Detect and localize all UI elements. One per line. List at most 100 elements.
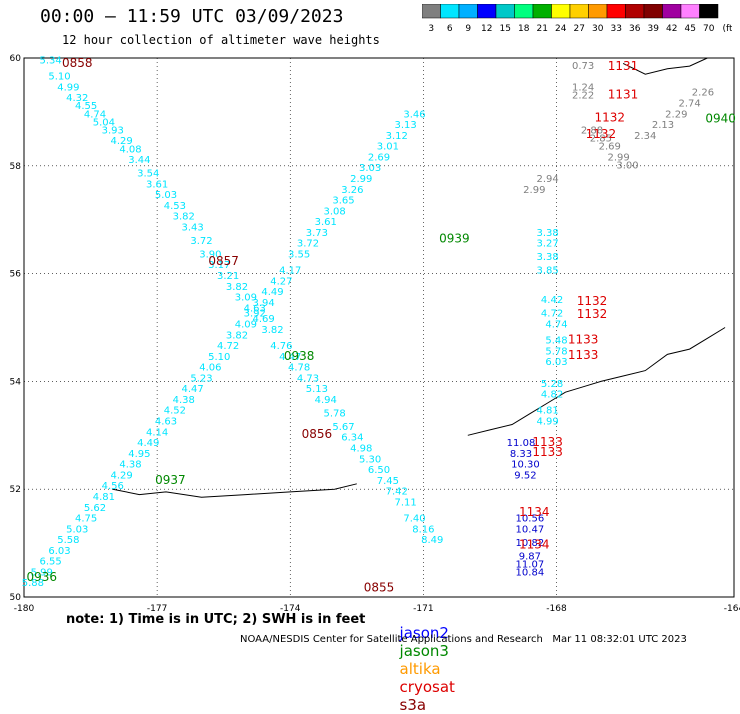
wave-height-label: 3.44 [128,155,150,166]
wave-height-label: 6.55 [39,557,61,568]
wave-height-label: 5.10 [208,352,230,363]
wave-height-label: 2.99 [350,174,372,185]
wave-height-label: 11.08 [507,438,536,449]
wave-height-label: 4.49 [261,287,283,298]
colorbar-label: 15 [500,24,511,34]
wave-height-label: 4.94 [315,395,337,406]
colorbar-label: (ft) [722,24,732,34]
coastline [467,327,726,436]
wave-height-label: 4.72 [217,341,239,352]
wave-height-label: 4.99 [536,417,558,428]
wave-height-label: 4.29 [110,470,132,481]
wave-height-label: 0.73 [572,61,594,72]
wave-height-label: 4.47 [279,352,301,363]
pass-time-label: 1131 [608,87,639,101]
wave-height-label: 2.99 [607,152,629,163]
wave-height-label: 3.43 [181,222,203,233]
wave-height-label: 3.82 [226,330,248,341]
wave-height-label: 3.92 [244,309,266,320]
wave-height-label: 5.78 [323,408,345,419]
wave-height-label: 4.78 [288,363,310,374]
wave-height-label: 4.56 [102,481,124,492]
chart-subtitle: 12 hour collection of altimeter wave hei… [62,33,380,47]
x-tick-label: -177 [147,604,167,614]
colorbar-swatch [699,4,719,19]
pass-time-label: 0857 [208,254,239,268]
wave-height-label: 4.72 [541,309,563,320]
legend: jason2 jason3 altika cryosat s3a [390,606,463,714]
pass-time-label: 0856 [302,427,333,441]
colorbar-label: 45 [685,24,696,34]
wave-height-label: 4.82 [541,390,563,401]
wave-height-label: 2.29 [665,109,687,120]
wave-height-label: 10.30 [511,460,540,471]
x-tick-label: -168 [546,604,567,614]
pass-time-label: 0937 [155,473,186,487]
wave-height-label: 2.85 [590,134,612,145]
wave-height-label: 8.33 [510,449,532,460]
wave-height-label: 3.38 [536,228,558,239]
footer-note: note: 1) Time is in UTC; 2) SWH is in fe… [66,612,366,627]
wave-height-label: 5.88 [22,578,44,589]
colorbar-label: 9 [465,24,471,34]
wave-height-label: 4.47 [181,384,203,395]
pass-time-label: 1133 [568,348,599,362]
colorbar-label: 42 [666,24,677,34]
wave-height-label: 9.52 [514,470,536,481]
colorbar-label: 21 [537,24,548,34]
wave-height-label: 3.73 [306,228,328,239]
wave-height-label: 3.72 [190,236,212,247]
wave-height-label: 4.42 [541,295,563,306]
wave-height-label: 6.03 [545,357,567,368]
y-tick-label: 58 [10,162,22,172]
wave-height-label: 3.61 [315,217,337,228]
wave-height-label: 7.40 [403,514,425,525]
wave-height-label: 7.42 [386,487,408,498]
wave-height-label: 4.52 [164,406,186,417]
wave-height-label: 1.24 [572,82,594,93]
coastline [112,483,357,498]
wave-height-label: 5.48 [545,336,567,347]
wave-height-label: 3.55 [288,249,310,260]
wave-height-label: 2.74 [678,99,700,110]
wave-height-label: 5.99 [31,567,53,578]
wave-height-label: 2.69 [599,142,621,153]
wave-height-label: 5.78 [545,346,567,357]
wave-height-label: 3.12 [386,131,408,142]
wave-height-label: 10.47 [516,524,545,535]
wave-height-label: 7.11 [394,497,416,508]
wave-height-label: 3.46 [403,109,425,120]
wave-height-label: 5.30 [359,454,381,465]
wave-height-label: 3.00 [616,160,638,171]
colorbar-label: 6 [447,24,453,34]
y-tick-label: 54 [10,377,22,387]
wave-height-label: 4.06 [199,363,221,374]
pass-time-label: 1132 [594,111,625,125]
colorbar-label: 27 [574,24,585,34]
wave-height-label: 4.27 [270,276,292,287]
wave-height-label: 4.75 [75,514,97,525]
wave-height-label: 2.69 [368,152,390,163]
y-tick-label: 52 [10,485,21,495]
wave-height-label: 5.03 [66,524,88,535]
wave-height-label: 4.99 [57,82,79,93]
pass-time-label: 0938 [284,349,315,363]
y-tick-label: 50 [10,593,22,603]
legend-jason2: jason2 [399,624,449,642]
wave-height-label: 4.29 [110,136,132,147]
x-tick-label: -174 [280,604,301,614]
pass-time-label: 1133 [568,333,599,347]
colorbar-label: 39 [648,24,660,34]
wave-height-label: 10.84 [516,567,545,578]
wave-height-label: 10.82 [516,538,545,549]
wave-height-label: 3.61 [146,179,168,190]
legend-cryosat: cryosat [399,678,455,696]
wave-height-label: 5.62 [84,503,106,514]
wave-height-label: 4.38 [119,460,141,471]
wave-height-label: 3.13 [394,120,416,131]
pass-time-label: 0940 [705,112,736,126]
wave-height-label: 3.65 [332,196,354,207]
wave-height-label: 3.82 [173,212,195,223]
colorbar-label: 36 [629,24,641,34]
